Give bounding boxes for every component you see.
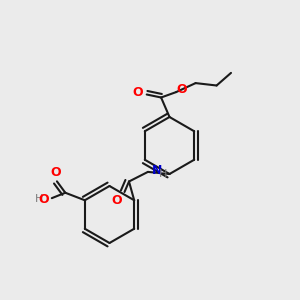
Text: O: O xyxy=(177,83,187,96)
Text: H: H xyxy=(35,194,44,204)
Text: H: H xyxy=(159,169,168,179)
Text: O: O xyxy=(112,194,122,206)
Text: O: O xyxy=(51,166,61,179)
Text: N: N xyxy=(152,164,162,178)
Text: O: O xyxy=(133,86,143,99)
Text: O: O xyxy=(38,193,49,206)
